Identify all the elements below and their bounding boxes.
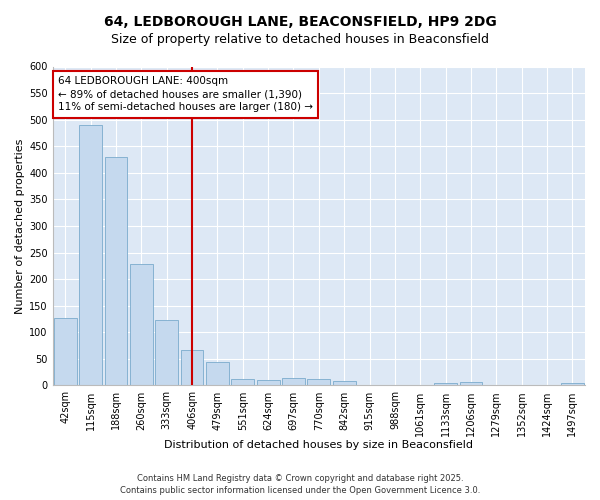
- Bar: [333, 381, 356, 386]
- Text: Contains HM Land Registry data © Crown copyright and database right 2025.
Contai: Contains HM Land Registry data © Crown c…: [120, 474, 480, 495]
- Bar: [561, 384, 584, 386]
- Bar: [206, 362, 229, 386]
- Bar: [79, 125, 102, 386]
- Text: 64 LEDBOROUGH LANE: 400sqm
← 89% of detached houses are smaller (1,390)
11% of s: 64 LEDBOROUGH LANE: 400sqm ← 89% of deta…: [58, 76, 313, 112]
- Bar: [155, 320, 178, 386]
- Y-axis label: Number of detached properties: Number of detached properties: [15, 138, 25, 314]
- Bar: [282, 378, 305, 386]
- Bar: [434, 383, 457, 386]
- Bar: [460, 382, 482, 386]
- Bar: [130, 264, 153, 386]
- Text: 64, LEDBOROUGH LANE, BEACONSFIELD, HP9 2DG: 64, LEDBOROUGH LANE, BEACONSFIELD, HP9 2…: [104, 15, 496, 29]
- Bar: [232, 378, 254, 386]
- Bar: [104, 157, 127, 386]
- Bar: [257, 380, 280, 386]
- Bar: [54, 318, 77, 386]
- Bar: [181, 350, 203, 386]
- Bar: [307, 378, 330, 386]
- Text: Size of property relative to detached houses in Beaconsfield: Size of property relative to detached ho…: [111, 32, 489, 46]
- X-axis label: Distribution of detached houses by size in Beaconsfield: Distribution of detached houses by size …: [164, 440, 473, 450]
